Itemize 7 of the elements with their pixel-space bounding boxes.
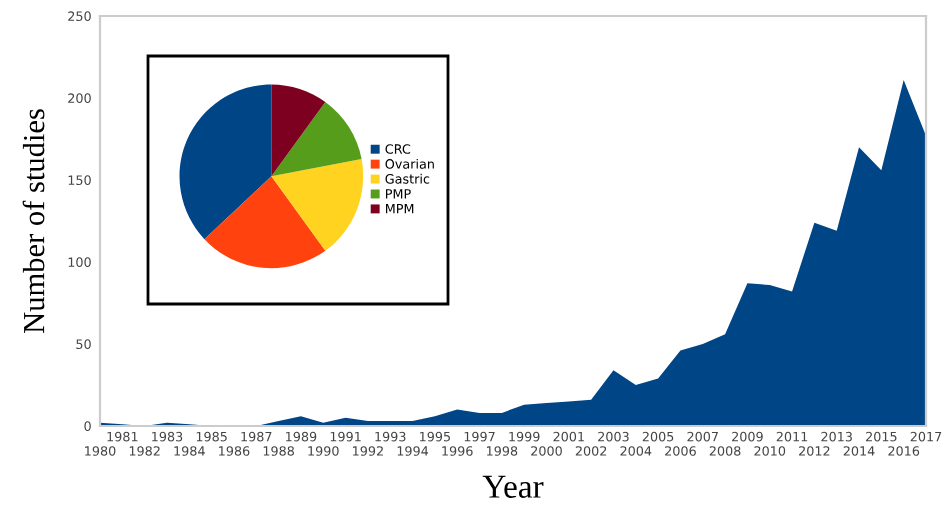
pie-slice: [271, 102, 362, 177]
pie-slice: [179, 84, 272, 240]
x-axis-title: Year: [482, 475, 544, 498]
pie-slice: [271, 159, 364, 251]
y-axis-title: Number of studies: [22, 109, 45, 333]
pie-slice: [204, 176, 326, 269]
pie-slice: [271, 84, 326, 177]
